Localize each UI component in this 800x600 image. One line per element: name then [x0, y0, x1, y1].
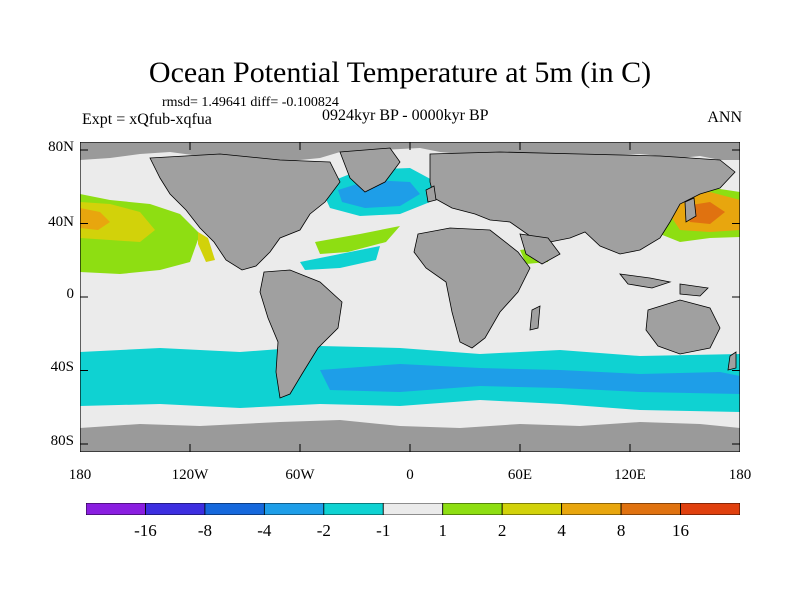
anomaly-natl-cold	[338, 180, 420, 208]
x-tick-label: 180	[68, 467, 92, 483]
colorbar-swatch	[263, 503, 325, 515]
colorbar-swatch	[501, 503, 563, 515]
africa	[413, 227, 531, 349]
y-tick-label: 0	[66, 286, 75, 302]
anomaly-southern-ocean-deep	[320, 364, 740, 394]
new-zealand	[727, 351, 737, 371]
landmasses	[149, 147, 737, 399]
colorbar-swatch	[382, 503, 444, 515]
colorbar-swatch	[561, 503, 622, 515]
map-title: Ocean Potential Temperature at 5m (in C)	[148, 56, 652, 89]
colorbar-swatch	[86, 503, 146, 515]
colorbar-label: 1	[438, 521, 447, 540]
x-tick-label: 120E	[614, 467, 646, 483]
colorbar	[86, 503, 740, 515]
eurasia	[429, 151, 736, 255]
y-tick-label: 40N	[48, 214, 74, 230]
colorbar-swatch	[204, 503, 265, 515]
colorbar-swatch	[145, 503, 206, 515]
x-tick-label: 0	[406, 467, 414, 483]
colorbar-swatch	[442, 503, 503, 515]
x-tick-label: 60W	[285, 467, 315, 483]
x-tick-label: 60E	[507, 467, 533, 483]
colorbar-swatch	[323, 503, 384, 515]
x-tick-label: 120W	[171, 467, 209, 483]
anomaly-natl-warm-band	[315, 226, 400, 254]
colorbar-label: 16	[672, 521, 690, 540]
arabia	[519, 233, 561, 265]
period-label: 0924kyr BP - 0000kyr BP	[322, 107, 489, 124]
anomaly-calif-coast	[198, 232, 215, 262]
colorbar-label: -1	[376, 521, 391, 540]
japan	[684, 197, 697, 223]
colorbar-label: 8	[616, 521, 626, 540]
y-tick-label: 80N	[48, 139, 74, 155]
australia	[645, 299, 721, 355]
colorbar-label: -16	[134, 521, 157, 540]
colorbar-label: -2	[316, 521, 331, 540]
indonesia	[619, 273, 672, 289]
anomaly-npac-east-hot	[80, 208, 110, 230]
south-america	[259, 269, 343, 399]
colorbar-label: 2	[497, 521, 507, 540]
british-isles	[425, 185, 437, 203]
antarctic-cap	[80, 420, 740, 452]
temperature-anomaly-map	[80, 142, 740, 452]
colorbar-label: -8	[197, 521, 212, 540]
new-guinea	[679, 283, 709, 297]
y-tick-label: 80S	[50, 433, 74, 449]
y-tick-label: 40S	[50, 359, 74, 375]
season-label: ANN	[707, 109, 742, 126]
anomaly-natl-cold-band	[300, 246, 380, 270]
colorbar-label: -4	[257, 521, 272, 540]
colorbar-swatch	[620, 503, 681, 515]
colorbar-swatch	[680, 503, 740, 515]
madagascar	[529, 305, 541, 331]
x-tick-label: 180	[728, 467, 752, 483]
north-america	[149, 153, 341, 271]
stats-text: rmsd= 1.49641 diff= -0.100824	[162, 95, 339, 110]
greenland	[339, 147, 401, 193]
experiment-label: Expt = xQfub-xqfua	[82, 111, 212, 128]
colorbar-label: 4	[557, 521, 566, 540]
